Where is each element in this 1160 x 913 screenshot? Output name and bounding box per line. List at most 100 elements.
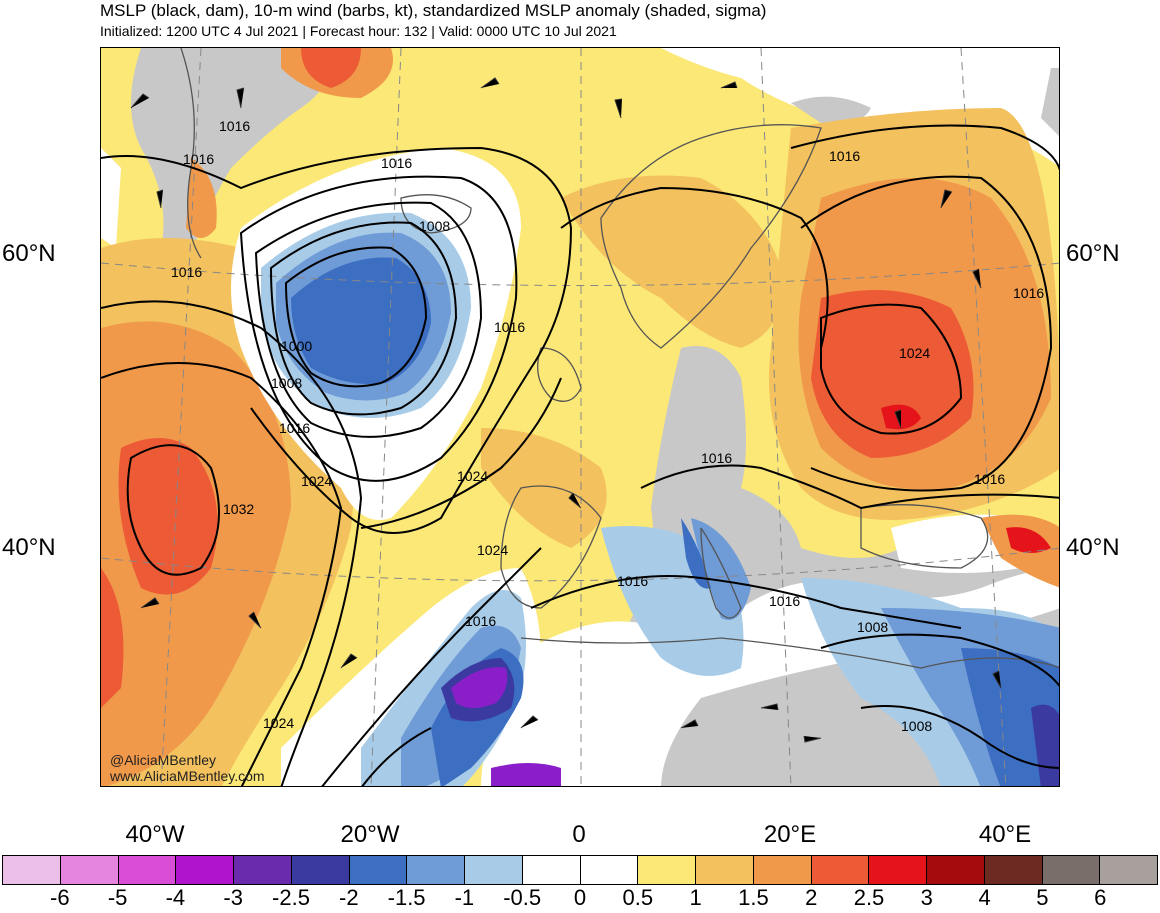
russia-high-core: [811, 290, 974, 458]
colorbar-cell: [927, 856, 985, 884]
isobar-1024-mid: [360, 377, 562, 529]
wind-barb: [340, 653, 358, 669]
colorbar-cell: [638, 856, 696, 884]
colorbar-cell: [60, 856, 119, 884]
chart-title: MSLP (black, dam), 10-m wind (barbs, kt)…: [100, 1, 767, 20]
wind-barb: [940, 189, 953, 209]
credit-website: www.AliciaMBentley.com: [110, 768, 265, 784]
colorbar-tick-label: 2.5: [853, 885, 885, 910]
wind-barb: [894, 409, 902, 429]
wind-barb: [248, 611, 262, 629]
isobar-label: 1008: [419, 218, 450, 234]
colorbar-cell: [811, 856, 870, 884]
wind-barb: [614, 98, 623, 119]
lat-label-40n-right: 40°N: [1066, 534, 1120, 561]
isobar-label: 1032: [223, 501, 254, 517]
colorbar-cell: [176, 856, 234, 884]
colorbar-cell: [118, 856, 177, 884]
lon-40e-line: [960, 48, 1007, 786]
isobar-label: 1024: [301, 473, 332, 489]
isobar-label: 1016: [465, 613, 496, 629]
colorbar-cell: [696, 856, 754, 884]
wind-barb: [520, 715, 539, 729]
isobar-1024-south: [361, 727, 432, 786]
isobar-1016-south: [321, 547, 542, 786]
colorbar-cell: [1042, 856, 1101, 884]
north-pos2: [301, 48, 361, 88]
isobar-1020-west: [101, 300, 363, 786]
wind-barb: [680, 719, 699, 729]
iceland-low-neg15: [291, 257, 431, 384]
colorbar-tick-label: -1.5: [387, 885, 426, 910]
wind-barb: [130, 93, 150, 109]
colorbar-tick-label: 0: [573, 885, 587, 910]
isobar-1016-north: [790, 124, 1059, 171]
arctic-gray-patch: [791, 96, 871, 124]
isobar-label: 1016: [279, 420, 310, 436]
greenland-land: [131, 48, 341, 266]
lon-label-0: 0: [572, 821, 586, 848]
middle-east-neg2: [1031, 704, 1059, 786]
iberia-north-pos1: [481, 428, 607, 548]
lat-label-40n-left: 40°N: [2, 534, 56, 561]
lon-40w-line: [160, 48, 202, 786]
wind-barb: [972, 268, 982, 289]
isobar-labels: 1016 1016 1016 1016 1008 1000 1008 1016 …: [171, 118, 1044, 734]
lon-label-40e: 40°E: [978, 821, 1032, 848]
colorbar-tick-label: 3: [920, 885, 933, 910]
isobar-1016-scand: [560, 186, 829, 349]
colorbar-cell: [234, 856, 292, 884]
lon-20w-line: [370, 48, 402, 786]
caucasus-pos25: [1006, 527, 1051, 553]
isobar-label: 1016: [183, 151, 214, 167]
colorbar-tick-label: 1: [689, 885, 702, 910]
scandinavia-pos1: [561, 175, 783, 348]
lon-label-20w: 20°W: [340, 821, 400, 848]
colorbar-tick-label: 6: [1094, 885, 1107, 910]
colorbar-tick-label: -3: [223, 885, 243, 910]
middle-east-neg15: [961, 648, 1059, 786]
lon-label-40w: 40°W: [125, 821, 185, 848]
colorbar-tick-label: 5: [1036, 885, 1049, 910]
map-panel: 1016 1016 1016 1016 1008 1000 1008 1016 …: [100, 47, 1060, 787]
isobar-label: 1008: [901, 718, 932, 734]
colorbar-cell: [291, 856, 350, 884]
isobar-label: 1016: [1013, 285, 1044, 301]
lat-60-line: [101, 262, 1059, 286]
britain-coast: [537, 347, 582, 402]
scandinavia-coast: [600, 124, 822, 349]
chart-subtitle: Initialized: 1200 UTC 4 Jul 2021 | Forec…: [100, 23, 617, 39]
colorbar-cell: [869, 856, 927, 884]
isobar-1020-russia: [800, 175, 1053, 492]
isobar-label: 1024: [457, 468, 488, 484]
isobar-label: 1016: [974, 471, 1005, 487]
colorbar-tick-label: 4: [978, 885, 991, 910]
isobar-1008-east: [820, 633, 1059, 688]
isobars: [101, 124, 1059, 786]
isobar-1012-med: [530, 575, 962, 629]
wind-barbs: [130, 77, 1002, 743]
colorbar-cell: [580, 856, 639, 884]
west-edge-white: [101, 148, 121, 248]
wind-barb: [760, 703, 779, 711]
isobar-label: 1016: [617, 573, 648, 589]
lon-label-20e: 20°E: [763, 821, 817, 848]
isobar-1016-iceland: [239, 175, 518, 482]
colorbar-tick-label: 0.5: [622, 885, 654, 910]
graticule: [101, 48, 1059, 786]
italy-coast: [700, 527, 742, 619]
west-edge-pos2: [101, 568, 124, 708]
colorbar-tick-label: -2.5: [272, 885, 310, 910]
colorbar-tick-label: -4: [165, 885, 186, 910]
lon-20e-line: [760, 48, 792, 786]
iberia-coast: [500, 485, 602, 609]
wind-barb: [720, 81, 738, 89]
map-svg: 1016 1016 1016 1016 1008 1000 1008 1016 …: [101, 48, 1059, 786]
isobar-label: 1008: [271, 375, 302, 391]
wind-barb: [568, 492, 582, 509]
lat-label-60n-right: 60°N: [1066, 240, 1120, 267]
wind-barb: [140, 597, 160, 609]
isobar-1000: [284, 246, 428, 388]
colorbar-cell: [3, 856, 61, 884]
colorbar-cell: [522, 856, 581, 884]
